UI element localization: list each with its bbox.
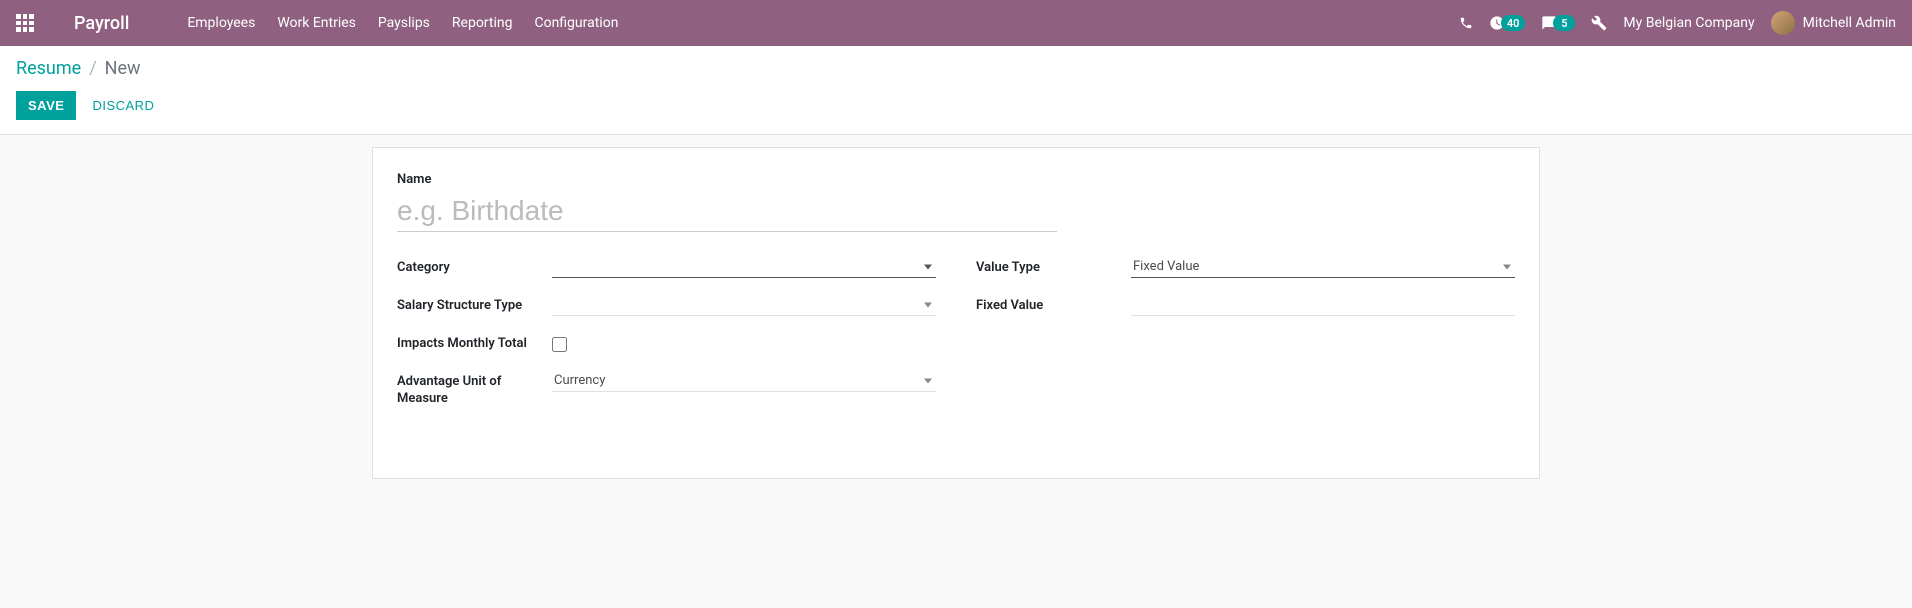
category-row: Category xyxy=(397,256,936,284)
breadcrumb: Resume / New xyxy=(16,58,1896,79)
user-name: Mitchell Admin xyxy=(1803,15,1896,31)
breadcrumb-parent[interactable]: Resume xyxy=(16,58,81,79)
nav-menu-work-entries[interactable]: Work Entries xyxy=(277,15,356,31)
debug-icon[interactable] xyxy=(1591,15,1607,31)
fixed-value-row: Fixed Value xyxy=(976,294,1515,322)
impacts-monthly-total-label: Impacts Monthly Total xyxy=(397,332,552,353)
nav-menu-reporting[interactable]: Reporting xyxy=(452,15,513,31)
nav-right: 40 5 My Belgian Company Mitchell Admin xyxy=(1459,11,1896,35)
impacts-monthly-total-checkbox[interactable] xyxy=(552,337,567,352)
apps-icon[interactable] xyxy=(16,14,34,32)
salary-structure-type-label: Salary Structure Type xyxy=(397,294,552,315)
value-type-label: Value Type xyxy=(976,256,1131,277)
value-type-field[interactable]: Fixed Value xyxy=(1131,256,1515,278)
app-title[interactable]: Payroll xyxy=(74,13,129,34)
form-sheet: Name Category Salary Structure Type xyxy=(372,147,1540,479)
company-selector[interactable]: My Belgian Company xyxy=(1623,15,1754,31)
nav-menu-configuration[interactable]: Configuration xyxy=(534,15,618,31)
name-label: Name xyxy=(397,172,1515,187)
name-input[interactable] xyxy=(397,193,1057,232)
nav-menu: Employees Work Entries Payslips Reportin… xyxy=(187,15,618,31)
name-section: Name xyxy=(397,172,1515,232)
salary-structure-type-field[interactable] xyxy=(552,294,936,316)
left-column: Category Salary Structure Type xyxy=(397,256,936,418)
action-buttons: SAVE DISCARD xyxy=(16,91,1896,120)
category-label: Category xyxy=(397,256,552,277)
advantage-unit-label: Advantage Unit of Measure xyxy=(397,370,552,408)
advantage-unit-value: Currency xyxy=(554,373,605,388)
messages-badge[interactable]: 5 xyxy=(1541,15,1575,31)
impacts-monthly-total-row: Impacts Monthly Total xyxy=(397,332,936,360)
fixed-value-field xyxy=(1131,294,1515,316)
activities-badge[interactable]: 40 xyxy=(1489,15,1526,31)
user-menu[interactable]: Mitchell Admin xyxy=(1771,11,1896,35)
messages-count: 5 xyxy=(1553,15,1575,31)
impacts-monthly-total-field xyxy=(552,332,936,356)
breadcrumb-current: New xyxy=(105,58,141,79)
value-type-row: Value Type Fixed Value xyxy=(976,256,1515,284)
chevron-down-icon xyxy=(924,378,932,383)
discard-button[interactable]: DISCARD xyxy=(84,91,162,120)
phone-icon[interactable] xyxy=(1459,16,1473,30)
fixed-value-input[interactable] xyxy=(1131,294,1515,316)
nav-left: Payroll Employees Work Entries Payslips … xyxy=(16,13,618,34)
salary-structure-type-row: Salary Structure Type xyxy=(397,294,936,322)
form-columns: Category Salary Structure Type xyxy=(397,256,1515,418)
advantage-unit-field[interactable]: Currency xyxy=(552,370,936,392)
category-field[interactable] xyxy=(552,256,936,278)
breadcrumb-separator: / xyxy=(89,58,96,79)
avatar xyxy=(1771,11,1795,35)
content-area: Name Category Salary Structure Type xyxy=(0,135,1912,491)
fixed-value-label: Fixed Value xyxy=(976,294,1131,315)
advantage-unit-row: Advantage Unit of Measure Currency xyxy=(397,370,936,408)
top-navbar: Payroll Employees Work Entries Payslips … xyxy=(0,0,1912,46)
chevron-down-icon xyxy=(924,264,932,269)
chevron-down-icon xyxy=(924,302,932,307)
nav-menu-payslips[interactable]: Payslips xyxy=(378,15,430,31)
right-column: Value Type Fixed Value Fixed Value xyxy=(976,256,1515,418)
activities-count: 40 xyxy=(1501,15,1526,31)
value-type-value: Fixed Value xyxy=(1133,259,1199,274)
control-panel: Resume / New SAVE DISCARD xyxy=(0,46,1912,135)
save-button[interactable]: SAVE xyxy=(16,91,76,120)
chevron-down-icon xyxy=(1503,264,1511,269)
nav-menu-employees[interactable]: Employees xyxy=(187,15,255,31)
